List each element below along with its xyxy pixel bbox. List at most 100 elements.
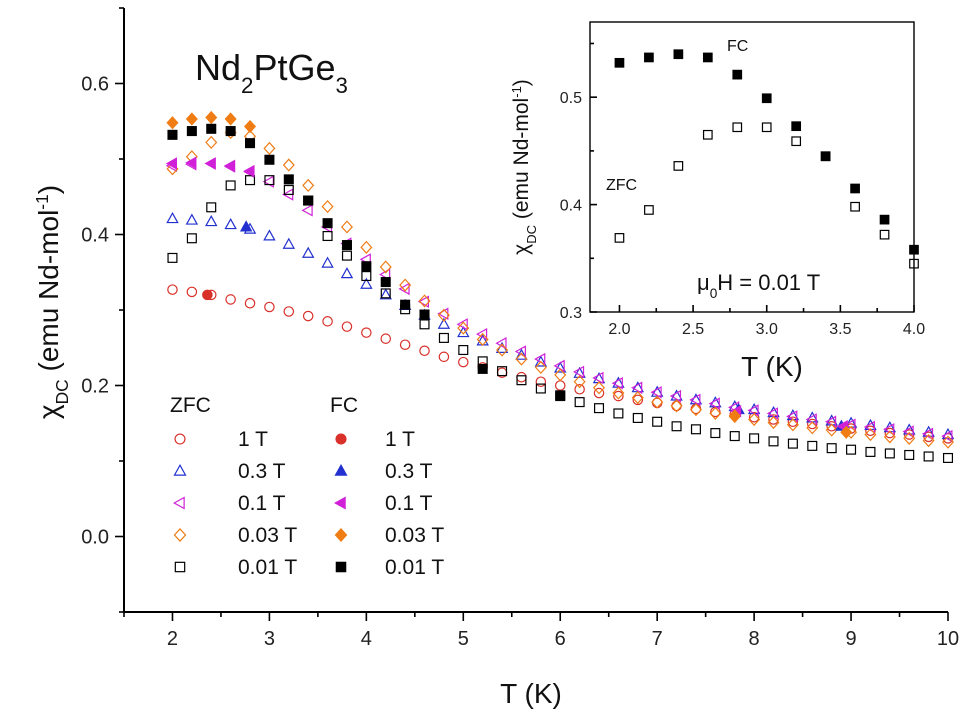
data-point xyxy=(593,403,605,414)
data-point xyxy=(438,351,450,363)
y-axis-title-part: (emu Nd-mol xyxy=(33,210,64,380)
data-point xyxy=(263,141,276,156)
inset-x-tick-label: 2.0 xyxy=(608,321,630,338)
data-point xyxy=(206,123,217,134)
data-point xyxy=(497,366,508,377)
data-point xyxy=(903,429,915,440)
data-point xyxy=(670,399,683,413)
inset-plot: 2.0 2.5 3.0 3.5 4.0 0.3 0.4 0.5 T (K) χDC (emu Nd… xyxy=(509,21,925,382)
data-point xyxy=(708,397,720,410)
data-point xyxy=(728,409,741,423)
data-point xyxy=(186,126,197,137)
chart-title-part: PtGe xyxy=(253,47,335,88)
data-point xyxy=(652,416,663,427)
data-point xyxy=(632,412,643,423)
data-point xyxy=(400,299,411,310)
inset-field-label-part: μ xyxy=(697,270,710,295)
data-point xyxy=(165,157,177,170)
data-point xyxy=(166,116,179,130)
x-tick-label: 6 xyxy=(555,628,566,650)
inset-series-zfc xyxy=(614,122,919,269)
data-point xyxy=(205,110,218,125)
data-point xyxy=(613,408,624,419)
data-point xyxy=(167,129,178,140)
data-point xyxy=(475,327,488,341)
inset-y-axis-title-part: -1 xyxy=(509,86,524,98)
data-point xyxy=(768,414,779,425)
legend-marker-fc xyxy=(334,528,348,542)
inset-x-tick-label: 4.0 xyxy=(903,321,925,338)
data-point xyxy=(457,321,470,335)
data-point xyxy=(786,418,799,432)
data-point xyxy=(340,267,354,279)
data-point xyxy=(341,240,352,251)
x-tick-label: 8 xyxy=(749,628,760,650)
data-point xyxy=(671,421,682,432)
data-point xyxy=(380,288,391,299)
inset-field-label: μ0H = 0.01 T xyxy=(697,270,820,301)
data-point xyxy=(612,386,625,400)
data-point xyxy=(689,403,702,417)
data-point xyxy=(418,294,431,308)
inset-y-axis-title-part: χ xyxy=(510,244,533,255)
legend-marker-zfc xyxy=(173,528,187,542)
inset-data-point xyxy=(761,122,772,133)
data-point xyxy=(535,383,546,394)
data-point xyxy=(650,386,662,399)
data-point xyxy=(186,233,197,244)
legend-title-fc: FC xyxy=(330,394,358,417)
data-point xyxy=(419,345,430,357)
data-point xyxy=(419,309,430,320)
data-point xyxy=(631,390,644,405)
data-point xyxy=(554,380,566,391)
legend-marker-zfc xyxy=(174,433,186,445)
inset-frame xyxy=(589,21,915,313)
data-point xyxy=(572,365,585,379)
data-point xyxy=(223,159,236,173)
data-point xyxy=(379,288,392,300)
y-axis-title-part: -1 xyxy=(32,194,52,209)
data-point xyxy=(185,112,198,126)
inset-data-point xyxy=(850,183,860,194)
data-point xyxy=(553,359,565,373)
inset-y-axis-title-part: DC xyxy=(524,225,539,244)
data-point xyxy=(903,431,916,445)
data-point xyxy=(322,218,333,229)
inset-y-axis-title-part: (emu Nd-mol xyxy=(510,98,533,225)
x-axis-title: T (K) xyxy=(500,678,562,709)
data-point xyxy=(555,390,566,401)
data-point xyxy=(669,389,682,403)
data-point xyxy=(826,420,837,432)
data-point xyxy=(206,202,217,213)
data-point xyxy=(264,154,275,165)
inset-data-point xyxy=(761,93,772,104)
data-point xyxy=(710,428,721,439)
x-tick-label: 10 xyxy=(937,628,959,650)
data-point xyxy=(826,443,837,454)
y-axis-title: χDC (emu Nd-mol-1) xyxy=(32,185,72,419)
data-point xyxy=(438,332,449,343)
inset-y-axis-title-part: ) xyxy=(510,79,533,86)
data-point xyxy=(264,175,275,186)
data-point xyxy=(263,229,276,241)
data-point xyxy=(748,411,760,423)
legend-label-fc: 0.1 T xyxy=(385,492,433,515)
data-point xyxy=(205,214,218,227)
data-point xyxy=(458,356,469,368)
data-point xyxy=(749,433,760,444)
data-point xyxy=(340,220,353,234)
data-point xyxy=(592,371,604,385)
data-point xyxy=(671,400,682,412)
inset-x-tick-label: 3.5 xyxy=(829,321,851,338)
data-point xyxy=(516,371,527,383)
data-point xyxy=(360,277,373,289)
inset-y-tick-label: 0.4 xyxy=(560,198,582,215)
inset-label-fc: FC xyxy=(727,38,748,55)
data-point xyxy=(884,448,895,459)
inset-data-point xyxy=(879,214,890,225)
y-axis-title-part: χ xyxy=(33,404,64,419)
legend-label-fc: 0.03 T xyxy=(385,524,444,547)
inset-x-axis-title: T (K) xyxy=(741,351,803,382)
data-point xyxy=(651,395,664,409)
